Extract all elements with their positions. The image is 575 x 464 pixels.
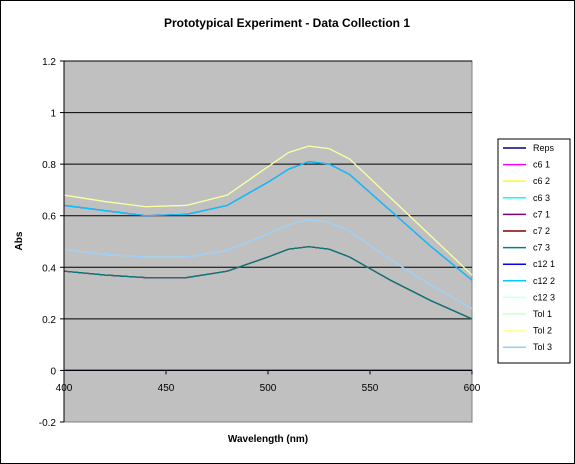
axes [60, 60, 473, 423]
y-tick-label: 0.4 [42, 263, 56, 274]
y-tick-label: 1 [50, 109, 56, 120]
legend-label: Reps [533, 143, 555, 153]
x-tick-label: 450 [158, 383, 175, 394]
legend-label: c7 2 [533, 226, 550, 236]
x-tick-label: 400 [56, 383, 73, 394]
y-tick-labels: -0.2 0 0.2 0.4 0.6 0.8 1 1.2 [39, 57, 57, 429]
series-line-tol-2 [63, 145, 473, 276]
series-line-c12-2 [63, 160, 473, 281]
legend-label: Tol 2 [533, 326, 552, 336]
y-axis-label: Abs [14, 231, 25, 250]
y-tick-label: 0.2 [42, 315, 56, 326]
series-line-tol-3 [63, 218, 473, 310]
y-tick-label: -0.2 [39, 418, 57, 429]
x-tick-label: 500 [260, 383, 277, 394]
legend-label: c6 1 [533, 160, 550, 170]
plot-area [63, 60, 473, 423]
y-tick-label: 0.6 [42, 212, 56, 223]
y-tick-label: 0 [50, 366, 56, 377]
x-tick-label: 600 [464, 383, 481, 394]
x-tick-label: 550 [362, 383, 379, 394]
legend-label: c12 3 [533, 292, 555, 302]
chart-title: Prototypical Experiment - Data Collectio… [164, 16, 410, 30]
x-tick-labels: 400 450 500 550 600 [56, 383, 481, 394]
legend-label: c12 1 [533, 259, 555, 269]
legend-label: Tol 1 [533, 309, 552, 319]
legend-items: Reps c6 1 c6 2 c6 3 c7 1 c7 2 c7 3 c12 1 c12 2 c1… [503, 143, 555, 352]
legend-label: c6 2 [533, 176, 550, 186]
legend-label: c6 3 [533, 193, 550, 203]
legend-label: c7 3 [533, 243, 550, 253]
x-axis-label: Wavelength (nm) [228, 434, 308, 445]
y-tick-label: 0.8 [42, 160, 56, 171]
legend-label: c12 2 [533, 276, 555, 286]
legend-label: Tol 3 [533, 342, 552, 352]
y-tick-label: 1.2 [42, 57, 56, 68]
legend-label: c7 1 [533, 209, 550, 219]
legend [497, 138, 571, 364]
series-line-c7-3 [63, 246, 473, 320]
series-lines [63, 145, 473, 371]
